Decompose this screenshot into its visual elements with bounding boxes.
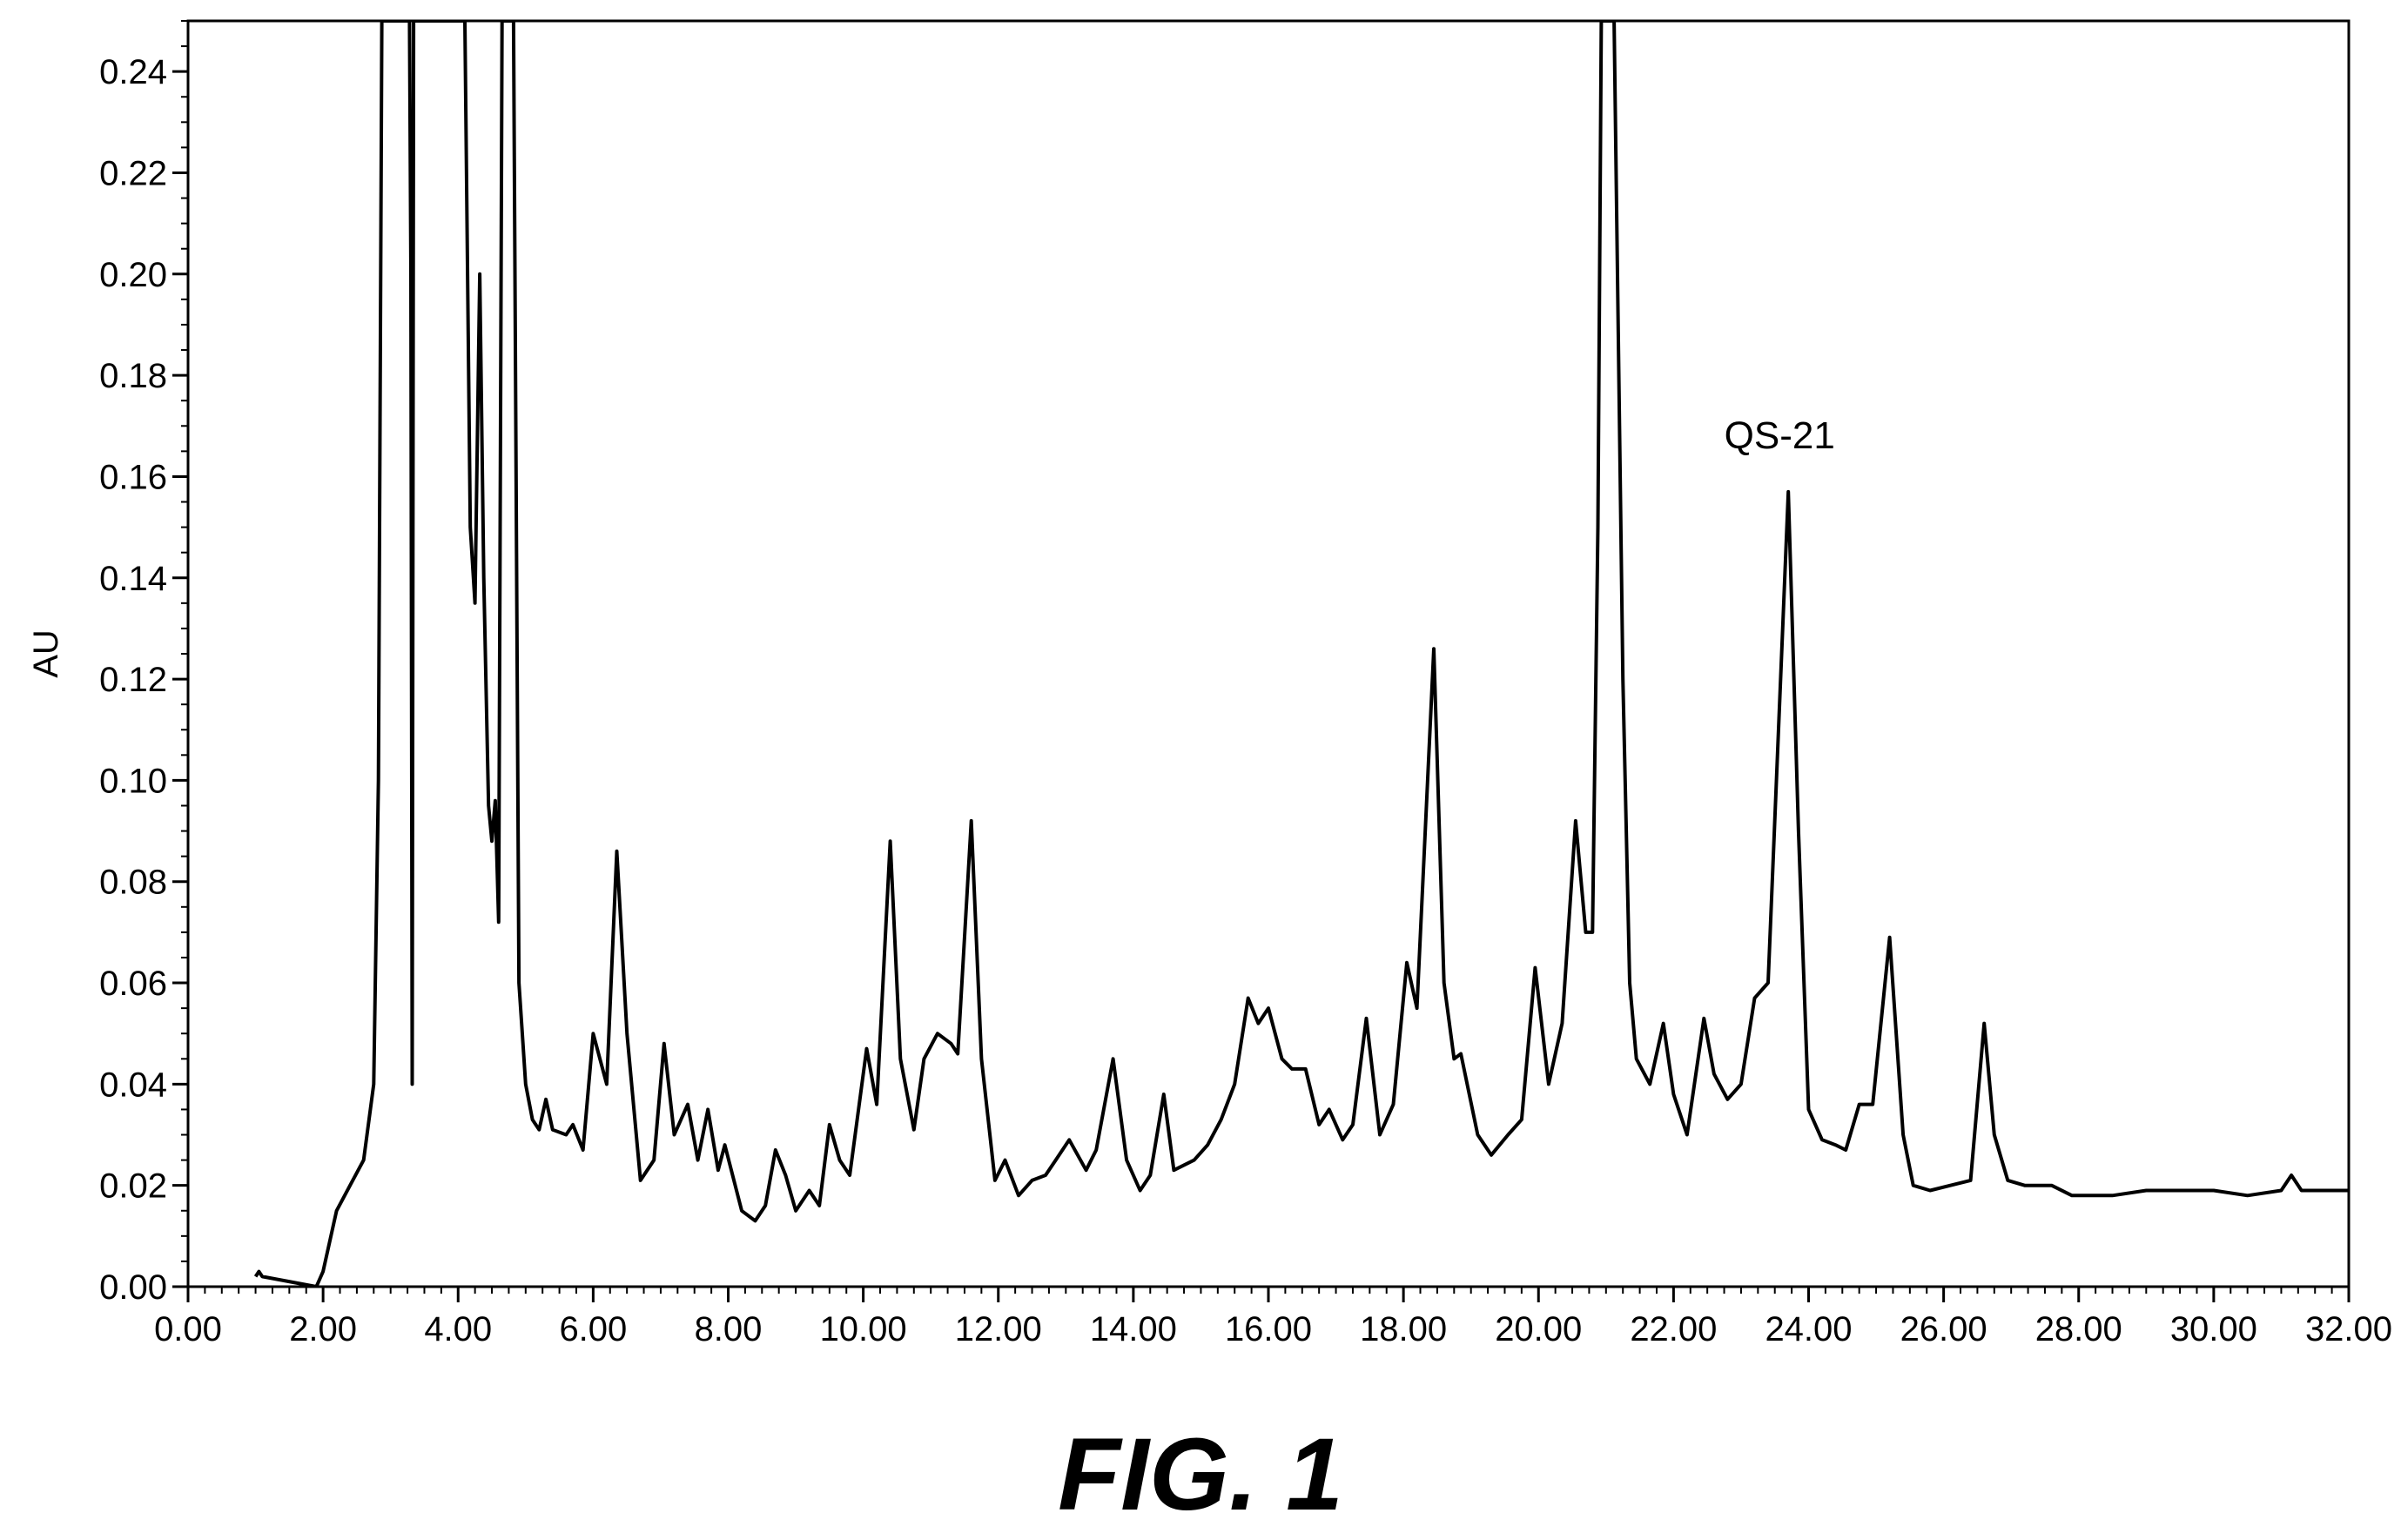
x-tick-label: 24.00 (1765, 1310, 1852, 1348)
x-tick-label: 14.00 (1090, 1310, 1177, 1348)
y-tick-label: 0.06 (99, 965, 167, 1003)
x-tick-label: 12.00 (955, 1310, 1042, 1348)
x-tick-label: 16.00 (1225, 1310, 1312, 1348)
plot-border (186, 19, 2351, 1288)
y-tick-label: 0.16 (99, 458, 167, 496)
y-tick-label: 0.08 (99, 864, 167, 902)
figure-caption: FIG. 1 (1058, 1417, 1343, 1532)
y-tick-label: 0.12 (99, 661, 167, 699)
x-axis-ticks: 0.00 2.00 4.00 6.00 8.00 10.00 12.00 14.00 16.00… (154, 1287, 2392, 1348)
y-tick-label: 0.04 (99, 1066, 167, 1104)
x-tick-label: 22.00 (1630, 1310, 1717, 1348)
y-tick-label: 0.02 (99, 1167, 167, 1206)
annotations: QS-21 (1725, 414, 1835, 457)
x-tick-label: 4.00 (424, 1310, 492, 1348)
x-tick-label: 2.00 (289, 1310, 357, 1348)
y-tick-label: 0.20 (99, 256, 167, 294)
series-line-0 (253, 21, 2349, 1287)
y-axis-label: AU (27, 629, 65, 678)
x-tick-label: 8.00 (695, 1310, 763, 1348)
y-tick-label: 0.10 (99, 762, 167, 800)
x-tick-label: 32.00 (2305, 1310, 2392, 1348)
y-tick-label: 0.18 (99, 357, 167, 395)
y-tick-label: 0.24 (99, 53, 167, 91)
chromatogram-chart: 0.00 0.02 0.04 0.06 0.08 0.10 0.12 0.14 0.16 0.18… (27, 19, 2392, 1348)
plot-frame (186, 19, 2351, 1288)
y-tick-label: 0.22 (99, 154, 167, 192)
x-tick-label: 20.00 (1495, 1310, 1582, 1348)
series-group (253, 21, 2349, 1287)
x-tick-label: 28.00 (2035, 1310, 2122, 1348)
x-tick-label: 26.00 (1900, 1310, 1987, 1348)
x-tick-label: 30.00 (2170, 1310, 2257, 1348)
x-tick-label: 0.00 (154, 1310, 222, 1348)
peak-annotation: QS-21 (1725, 414, 1835, 457)
x-tick-label: 18.00 (1360, 1310, 1447, 1348)
x-tick-label: 6.00 (559, 1310, 627, 1348)
y-tick-label: 0.00 (99, 1268, 167, 1307)
y-tick-label: 0.14 (99, 560, 167, 598)
x-tick-label: 10.00 (820, 1310, 907, 1348)
y-axis-ticks: 0.00 0.02 0.04 0.06 0.08 0.10 0.12 0.14 0.16 0.18… (99, 53, 188, 1307)
